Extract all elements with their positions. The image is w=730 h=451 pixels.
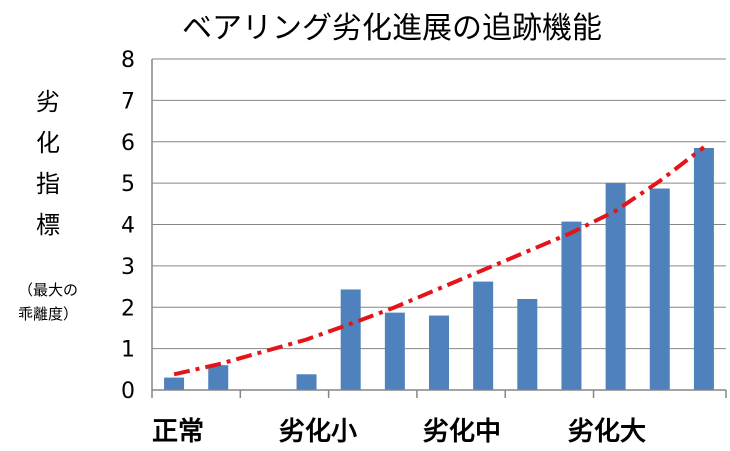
y-unit-line: 乖離度） [18, 305, 78, 323]
y-unit-line: （最大の [18, 281, 78, 299]
axes [151, 59, 727, 398]
x-group-label: 劣化大 [568, 417, 646, 447]
bar [208, 365, 229, 390]
bar [473, 281, 494, 390]
x-group-label: 正常 [152, 417, 204, 447]
x-group-labels: 正常 劣化小 劣化中 劣化大 [152, 417, 646, 447]
bar [429, 315, 449, 390]
bar-series [164, 147, 714, 390]
y-label-char: 劣 [36, 88, 60, 116]
bar [561, 221, 582, 390]
grid-lines [152, 58, 726, 350]
y-tick-label: 4 [121, 214, 135, 239]
y-tick-label: 7 [121, 89, 135, 114]
bar [384, 312, 405, 390]
y-tick-label: 6 [121, 131, 135, 156]
y-label-char: 標 [36, 211, 60, 239]
chart-title: ベアリング劣化進展の追跡機能 [182, 11, 602, 46]
y-tick-label: 3 [121, 255, 135, 280]
bar [605, 183, 626, 390]
x-group-label: 劣化小 [279, 417, 357, 447]
bar [649, 188, 670, 390]
y-label-char: 化 [36, 129, 60, 157]
bar [517, 298, 538, 390]
y-tick-label: 2 [121, 296, 135, 321]
bar [340, 289, 361, 390]
x-group-label: 劣化中 [423, 417, 501, 447]
y-label-char: 指 [36, 170, 60, 198]
bar [164, 377, 185, 390]
y-tick-label: 0 [121, 379, 135, 404]
y-tick-label: 1 [121, 338, 135, 363]
trend-polyline [173, 145, 706, 377]
bar [693, 147, 714, 390]
y-tick-label: 5 [121, 172, 135, 197]
y-tick-label: 8 [121, 48, 135, 73]
y-tick-labels: 0 1 2 3 4 5 6 7 8 [121, 48, 135, 404]
trend-line [173, 145, 706, 377]
bar [296, 374, 317, 390]
